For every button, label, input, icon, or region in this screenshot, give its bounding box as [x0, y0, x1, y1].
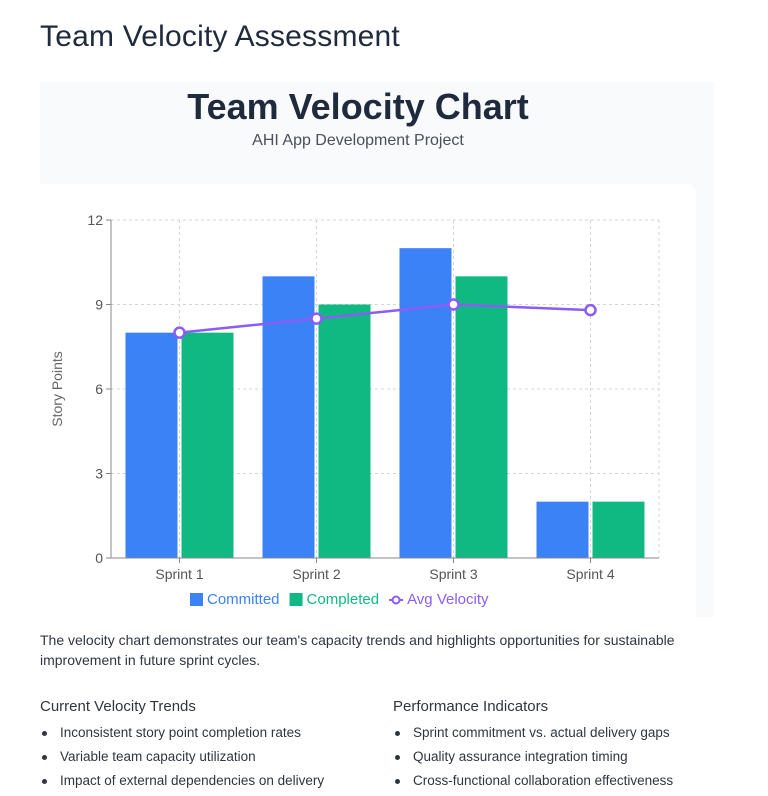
- list-item-text: Variable team capacity utilization: [60, 749, 256, 764]
- bar-completed: [181, 332, 234, 558]
- bar-completed: [455, 276, 508, 558]
- legend-swatch-completed: [289, 593, 303, 606]
- y-axis-label: Story Points: [49, 351, 65, 426]
- list-item: Quality assurance integration timing: [393, 745, 733, 769]
- bullet-icon: [42, 779, 47, 784]
- legend-label: Completed: [307, 591, 380, 608]
- list-item: Sprint commitment vs. actual delivery ga…: [393, 721, 733, 745]
- chart-description: The velocity chart demonstrates our team…: [40, 632, 675, 668]
- bullet-icon: [395, 731, 400, 736]
- avg-velocity-point: [310, 312, 323, 325]
- list-item-text: Quality assurance integration timing: [413, 749, 628, 764]
- list-item-text: Cross-functional collaboration effective…: [413, 773, 674, 788]
- bar-completed: [592, 501, 645, 558]
- list-item-text: Sprint commitment vs. actual delivery ga…: [413, 725, 670, 740]
- bullet-icon: [42, 731, 47, 736]
- performance-indicators-section: Performance Indicators Sprint commitment…: [393, 698, 733, 793]
- legend-label: Avg Velocity: [407, 591, 489, 608]
- list-item-text: Impact of external dependencies on deliv…: [60, 773, 325, 788]
- avg-velocity-point: [173, 326, 186, 339]
- y-tick-label: 3: [95, 466, 103, 482]
- list-item: Inconsistent story point completion rate…: [40, 721, 380, 745]
- y-tick-label: 0: [95, 550, 103, 566]
- chart-title: Team Velocity Chart: [187, 86, 529, 127]
- velocity-trends-section: Current Velocity Trends Inconsistent sto…: [40, 698, 380, 793]
- bar-completed: [318, 304, 371, 558]
- bar-committed: [536, 501, 589, 558]
- list-item-text: Inconsistent story point completion rate…: [60, 725, 301, 740]
- bar-committed: [399, 248, 452, 558]
- x-tick-label: Sprint 4: [566, 566, 614, 582]
- x-tick-label: Sprint 1: [155, 566, 203, 582]
- chart-card: Team Velocity Chart AHI App Development …: [40, 82, 714, 617]
- x-tick-label: Sprint 3: [429, 566, 477, 582]
- avg-velocity-point: [584, 303, 597, 317]
- plot-panel: 0 3 6 9 12 Sprint 1 Sprint 2 Sprint 3 Sprint 4 St…: [40, 184, 696, 617]
- bullet-icon: [42, 755, 47, 760]
- section-title: Performance Indicators: [393, 698, 549, 715]
- x-tick-label: Sprint 2: [292, 566, 340, 582]
- legend-swatch-committed: [190, 593, 203, 606]
- list-item: Impact of external dependencies on deliv…: [40, 769, 380, 793]
- list-item: Cross-functional collaboration effective…: [393, 769, 733, 793]
- avg-velocity-point: [447, 298, 460, 311]
- velocity-chart: 0 3 6 9 12 Sprint 1 Sprint 2 Sprint 3 Sprint 4 St…: [49, 212, 660, 608]
- y-tick-label: 6: [95, 381, 103, 397]
- bullet-icon: [395, 755, 400, 760]
- y-tick-label: 9: [95, 297, 103, 313]
- bar-committed: [125, 332, 178, 558]
- bullet-icon: [395, 779, 400, 784]
- chart-subtitle: AHI App Development Project: [252, 132, 464, 149]
- list-item: Variable team capacity utilization: [40, 745, 380, 769]
- legend-swatch-avg-velocity-marker: [391, 595, 401, 605]
- legend-label: Committed: [207, 591, 280, 608]
- avg-velocity-line: [179, 303, 591, 334]
- page-title: Team Velocity Assessment: [40, 20, 400, 53]
- y-tick-label: 12: [87, 212, 103, 228]
- section-title: Current Velocity Trends: [40, 698, 196, 715]
